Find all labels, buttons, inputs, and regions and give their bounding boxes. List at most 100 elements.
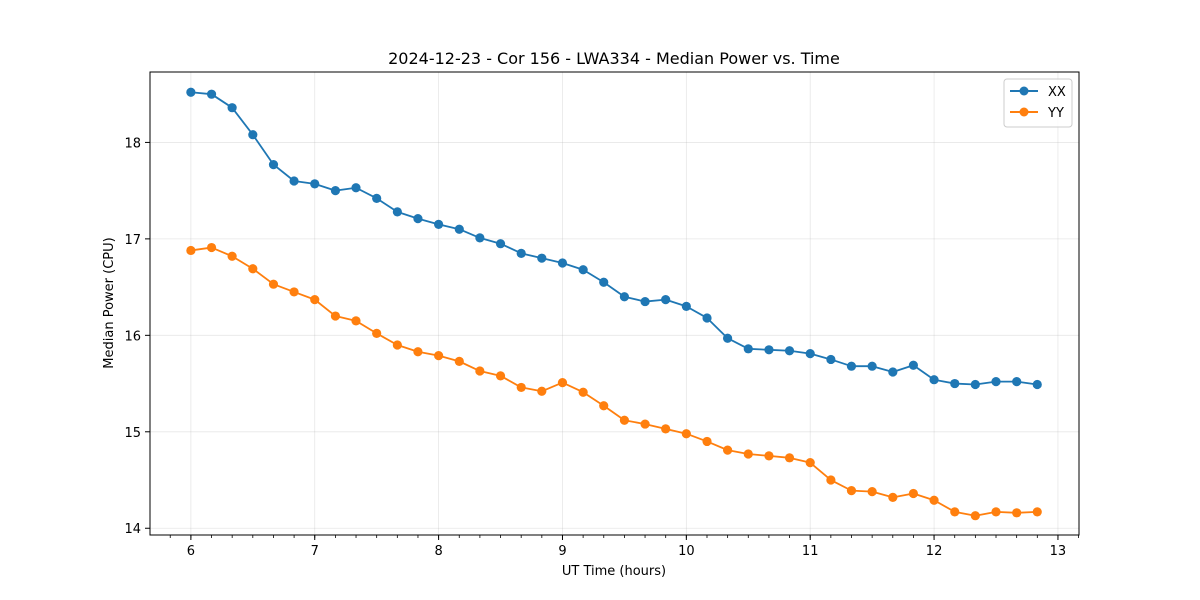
data-point-yy [722,445,733,455]
x-tick-label: 7 [311,544,319,559]
data-point-xx [372,193,382,203]
y-tick-label: 17 [124,233,141,248]
data-point-xx [991,377,1001,387]
data-point-yy [495,371,506,381]
data-point-yy [516,382,526,393]
data-point-yy [764,451,774,461]
grid [150,72,1079,535]
data-point-xx [392,207,402,217]
y-axis: 14 15 16 17 18 [124,136,150,537]
data-point-xx [557,258,568,268]
data-point-yy [991,507,1001,517]
data-point-yy [970,511,980,521]
x-tick-label: 6 [187,544,195,559]
data-point-yy [867,486,877,497]
data-point-xx [805,349,815,359]
data-point-xx [970,379,980,390]
legend-marker-xx [1019,86,1029,96]
data-point-yy [805,458,815,468]
data-point-xx [743,344,753,354]
data-point-xx [929,375,939,385]
x-tick-label: 10 [678,544,695,559]
data-point-xx [908,360,918,370]
x-tick-label: 11 [802,544,819,559]
data-point-yy [846,486,857,496]
data-point-xx [640,296,650,307]
series-xx [186,87,1042,390]
data-point-yy [908,488,918,499]
data-point-yy [619,415,630,425]
data-point-yy [661,424,671,434]
x-tick-label: 12 [926,544,943,559]
data-point-xx [248,130,258,140]
data-point-yy [702,436,712,447]
data-point-yy [599,401,609,411]
plot-frame [149,71,1080,536]
data-point-yy [434,350,444,361]
data-point-xx [227,103,237,113]
data-point-yy [1012,508,1022,518]
data-point-yy [310,295,320,305]
y-tick-label: 18 [124,136,141,151]
data-point-yy [1032,507,1042,517]
series-yy [186,242,1042,521]
chart-title: 2024-12-23 - Cor 156 - LWA334 - Median P… [388,49,840,68]
data-point-yy [227,251,237,261]
data-point-xx [681,301,691,311]
data-point-xx [537,253,547,263]
data-point-yy [454,356,464,366]
data-point-xx [784,346,795,356]
data-point-xx [454,224,464,234]
data-point-xx [578,265,588,275]
data-point-xx [846,361,857,371]
data-point-yy [950,507,960,517]
data-point-yy [413,347,423,357]
legend-label-yy: YY [1047,106,1064,121]
data-point-xx [764,345,774,355]
data-point-yy [475,366,485,376]
data-point-yy [186,245,196,256]
data-point-yy [640,419,650,429]
data-point-yy [206,242,217,253]
y-tick-label: 16 [124,329,141,344]
data-point-xx [413,214,423,224]
data-point-yy [248,264,258,274]
x-tick-label: 13 [1050,544,1067,559]
data-point-xx [722,333,733,343]
data-point-yy [392,340,402,350]
data-point-xx [289,176,299,186]
data-point-xx [206,89,217,99]
data-point-yy [929,495,939,505]
legend-label-xx: XX [1048,85,1066,100]
data-point-xx [495,239,506,249]
series-layer [186,87,1042,521]
data-point-xx [1012,377,1022,387]
data-point-yy [557,377,568,388]
data-point-xx [619,292,630,302]
data-point-xx [516,248,526,258]
data-point-yy [289,287,299,297]
data-point-yy [578,387,588,397]
data-point-xx [661,295,671,305]
data-point-xx [702,313,712,323]
data-point-yy [888,492,898,502]
data-point-xx [351,183,361,193]
data-point-xx [888,367,898,377]
data-point-xx [475,233,485,243]
data-point-xx [867,361,877,371]
data-point-yy [330,311,341,321]
data-point-xx [950,378,960,389]
y-tick-label: 15 [124,426,141,441]
x-tick-label: 8 [434,544,442,559]
data-point-yy [372,328,382,339]
data-point-xx [434,219,444,230]
data-point-xx [310,179,320,189]
data-point-yy [681,429,691,439]
data-point-yy [537,386,547,396]
data-point-xx [826,354,836,365]
data-point-yy [743,449,753,459]
legend: XX YY [1003,78,1073,128]
data-point-xx [599,277,609,287]
